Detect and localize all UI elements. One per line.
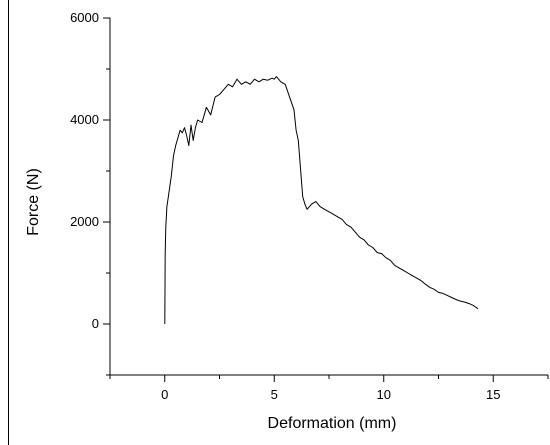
y-tick-label: 0 bbox=[92, 316, 99, 331]
left-page-rule bbox=[8, 0, 9, 445]
y-tick-label: 4000 bbox=[70, 112, 99, 127]
y-axis-title: Force (N) bbox=[25, 168, 42, 236]
axes bbox=[109, 18, 548, 376]
x-axis-title: Deformation (mm) bbox=[268, 415, 397, 432]
y-tick-label: 2000 bbox=[70, 214, 99, 229]
x-tick-label: 5 bbox=[271, 387, 278, 402]
plot-area bbox=[164, 76, 479, 325]
x-ticks: 0 5 10 15 bbox=[109, 375, 549, 402]
x-tick-label: 10 bbox=[377, 387, 391, 402]
y-tick-label: 6000 bbox=[70, 10, 99, 25]
y-ticks: 0 2000 4000 6000 bbox=[70, 10, 110, 376]
x-tick-label: 15 bbox=[486, 387, 500, 402]
force-deformation-curve bbox=[164, 76, 479, 325]
x-tick-label: 0 bbox=[161, 387, 168, 402]
